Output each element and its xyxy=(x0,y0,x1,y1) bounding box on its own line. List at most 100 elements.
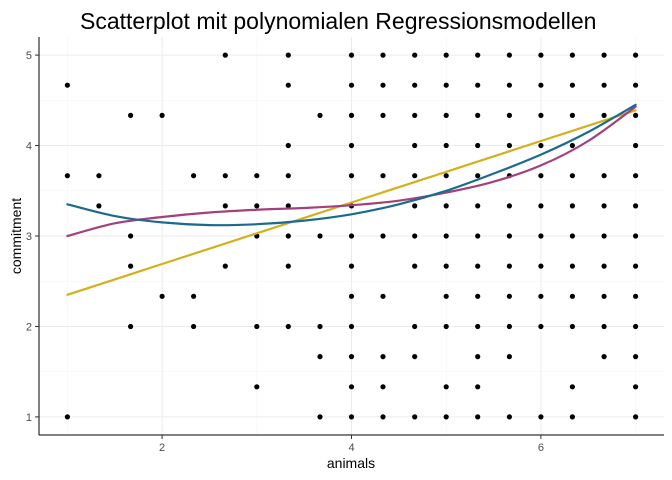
data-point xyxy=(317,354,323,360)
data-point xyxy=(348,414,355,420)
data-point xyxy=(506,82,512,88)
y-tick-label: 3 xyxy=(26,231,32,243)
regression-line-2 xyxy=(66,105,637,238)
data-point xyxy=(506,293,512,299)
data-point xyxy=(443,203,449,209)
data-point xyxy=(191,293,197,299)
data-point xyxy=(412,112,418,118)
data-point xyxy=(506,354,512,360)
data-point xyxy=(569,263,576,269)
data-point xyxy=(254,203,260,209)
data-point xyxy=(475,142,481,149)
data-point xyxy=(475,354,481,360)
data-point xyxy=(348,52,355,58)
data-point xyxy=(412,354,418,360)
data-point xyxy=(285,233,291,239)
data-point xyxy=(538,233,544,239)
data-point xyxy=(285,173,291,179)
data-point xyxy=(569,293,576,299)
data-point xyxy=(633,354,639,360)
data-point xyxy=(569,323,576,330)
data-point xyxy=(380,82,386,88)
data-point xyxy=(317,323,323,330)
data-point xyxy=(128,263,134,269)
data-point xyxy=(64,414,70,420)
data-point xyxy=(633,52,639,58)
data-point xyxy=(633,414,639,420)
data-point xyxy=(96,203,102,209)
data-point xyxy=(348,173,355,179)
data-point xyxy=(538,112,544,118)
y-axis-ticks: 1 2 3 4 5 xyxy=(26,50,39,424)
data-point xyxy=(569,52,576,58)
x-tick-label: 4 xyxy=(348,442,354,454)
x-tick-label: 6 xyxy=(538,442,544,454)
data-point xyxy=(317,233,323,239)
data-point xyxy=(412,82,418,88)
data-point xyxy=(317,414,323,420)
data-point xyxy=(443,52,449,58)
data-point xyxy=(601,203,607,209)
x-axis-ticks: 2 4 6 xyxy=(159,435,544,454)
data-point xyxy=(348,82,355,88)
data-point xyxy=(348,354,355,360)
data-point xyxy=(538,323,544,330)
data-point xyxy=(254,173,260,179)
data-point xyxy=(285,142,291,149)
data-point xyxy=(412,52,418,58)
data-points xyxy=(64,52,639,420)
data-point xyxy=(569,384,576,390)
data-point xyxy=(506,112,512,118)
data-point xyxy=(538,82,544,88)
data-point xyxy=(412,233,418,239)
x-axis-title: animals xyxy=(327,455,375,471)
data-point xyxy=(443,233,449,239)
data-point xyxy=(443,323,449,330)
data-point xyxy=(475,293,481,299)
data-point xyxy=(538,203,544,209)
data-point xyxy=(569,203,576,209)
data-point xyxy=(538,293,544,299)
data-point xyxy=(569,233,576,239)
data-point xyxy=(254,323,260,330)
data-point xyxy=(475,414,481,420)
data-point xyxy=(412,323,418,330)
data-point xyxy=(64,82,70,88)
y-tick-label: 1 xyxy=(26,412,32,424)
data-point xyxy=(443,112,449,118)
data-point xyxy=(348,293,355,299)
data-point xyxy=(96,173,102,179)
data-point xyxy=(538,52,544,58)
data-point xyxy=(380,52,386,58)
data-point xyxy=(633,233,639,239)
data-point xyxy=(443,414,449,420)
data-point xyxy=(538,173,544,179)
data-point xyxy=(601,263,607,269)
data-point xyxy=(601,233,607,239)
y-tick-label: 4 xyxy=(26,141,32,153)
data-point xyxy=(569,82,576,88)
y-tick-label: 5 xyxy=(26,50,32,62)
data-point xyxy=(159,293,165,299)
data-point xyxy=(412,203,418,209)
data-point xyxy=(601,354,607,360)
data-point xyxy=(348,263,355,269)
data-point xyxy=(506,52,512,58)
data-point xyxy=(348,323,355,330)
data-point xyxy=(348,384,355,390)
data-point xyxy=(348,142,355,149)
data-point xyxy=(506,142,512,149)
data-point xyxy=(443,142,449,149)
data-point xyxy=(128,233,134,239)
data-point xyxy=(506,323,512,330)
data-point xyxy=(475,323,481,330)
data-point xyxy=(475,263,481,269)
data-point xyxy=(475,233,481,239)
data-point xyxy=(601,52,607,58)
data-point xyxy=(128,112,134,118)
data-point xyxy=(601,323,607,330)
data-point xyxy=(475,173,481,179)
data-point xyxy=(443,173,449,179)
data-point xyxy=(633,142,639,149)
